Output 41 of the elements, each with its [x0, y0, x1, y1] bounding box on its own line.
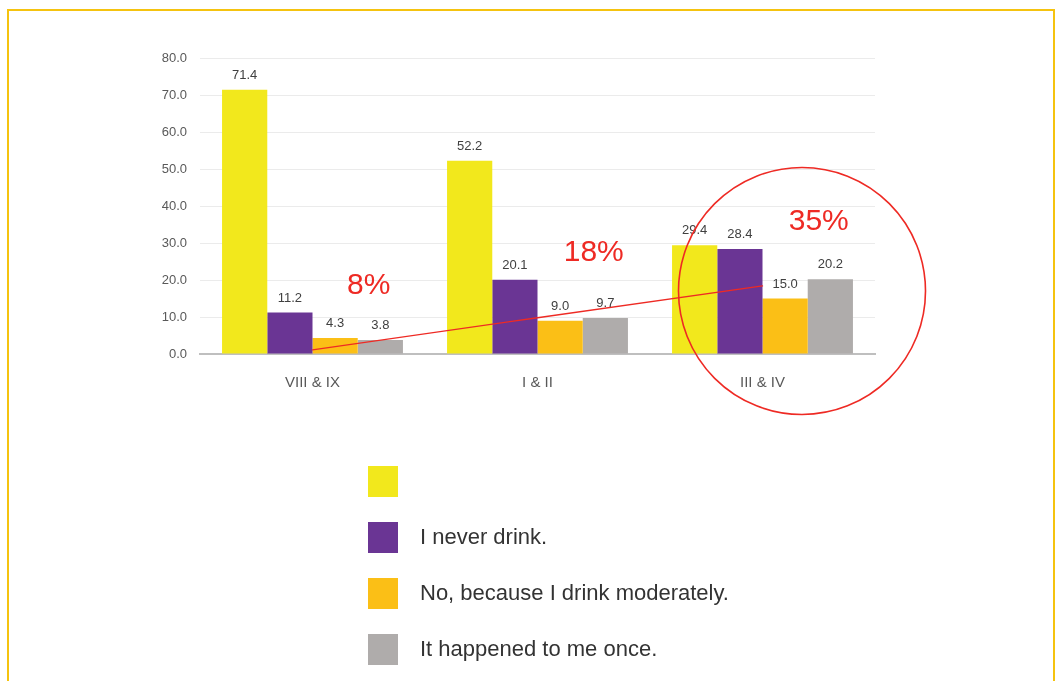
data-label: 3.8	[371, 317, 390, 333]
bar	[267, 312, 313, 354]
y-tick-label: 30.0	[161, 234, 187, 250]
y-tick-label: 20.0	[161, 271, 187, 287]
y-tick-label: 50.0	[161, 160, 187, 176]
bar	[492, 279, 538, 354]
data-label: 52.2	[457, 137, 483, 153]
data-label: 9.7	[596, 295, 615, 311]
data-label: 28.4	[727, 226, 753, 241]
legend-label: No, because I drink moderately.	[420, 580, 729, 606]
data-label: 4.3	[326, 315, 345, 331]
bar	[222, 89, 268, 354]
y-tick-label: 40.0	[161, 197, 187, 213]
y-tick-label: 60.0	[161, 123, 187, 139]
bar	[717, 248, 763, 354]
legend-label: I never drink.	[420, 524, 548, 550]
y-tick-label: 70.0	[161, 86, 187, 102]
bar	[537, 320, 583, 354]
annotation: 35%	[788, 203, 849, 237]
bar	[672, 245, 718, 354]
data-label: 71.4	[232, 66, 258, 82]
bar	[582, 318, 628, 354]
bar	[762, 298, 808, 354]
bar	[312, 338, 358, 354]
bar	[807, 279, 853, 354]
bar	[447, 160, 493, 354]
annotation: 8%	[347, 266, 391, 300]
x-tick-label: III & IV	[739, 373, 786, 391]
x-tick-label: VIII & IX	[284, 373, 341, 391]
y-tick-label: 80.0	[161, 49, 187, 65]
data-label: 11.2	[277, 289, 303, 305]
data-label: 20.1	[502, 256, 528, 272]
x-tick-label: I & II	[522, 373, 553, 391]
y-tick-label: 10.0	[161, 308, 187, 324]
legend-label: It happened to me once.	[420, 636, 658, 662]
y-tick-label: 0.0	[168, 345, 187, 361]
data-label: 20.2	[817, 256, 843, 272]
annotation: 18%	[563, 233, 624, 267]
data-label: 15.0	[772, 275, 798, 291]
bar	[357, 339, 403, 354]
data-label: 9.0	[551, 297, 570, 313]
